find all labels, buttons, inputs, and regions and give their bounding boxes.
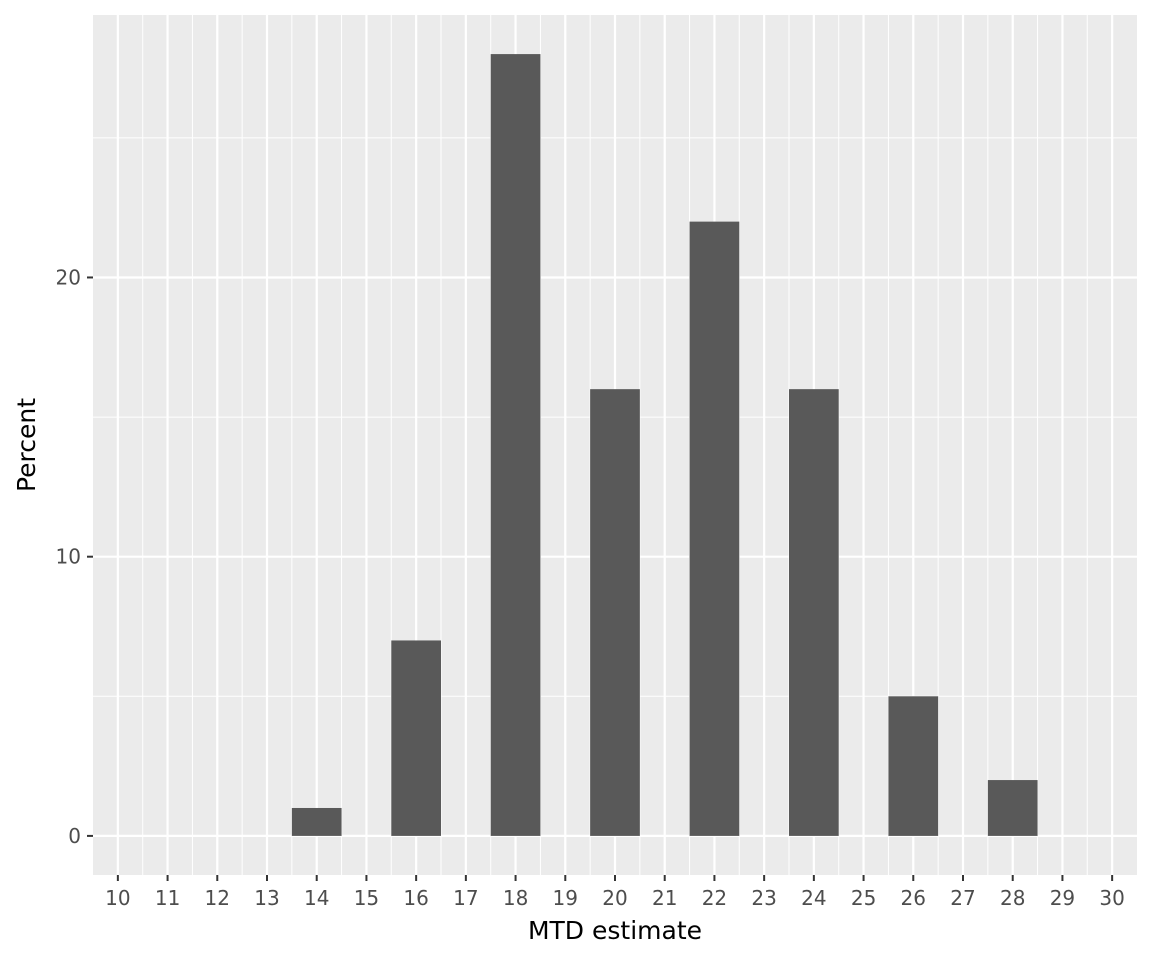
x-tick-label: 10 (105, 886, 130, 910)
x-tick-label: 25 (851, 886, 876, 910)
y-axis: 0 10 20 (56, 265, 93, 848)
y-axis-title: Percent (12, 398, 41, 492)
x-tick-label: 15 (354, 886, 379, 910)
y-tick-label: 0 (68, 824, 81, 848)
x-axis-title: MTD estimate (528, 916, 702, 945)
x-tick-label: 11 (155, 886, 180, 910)
bars (291, 54, 1038, 836)
x-tick-label: 28 (1000, 886, 1025, 910)
bar-24 (789, 389, 839, 836)
bar-14 (291, 807, 342, 836)
bar-16 (391, 640, 441, 836)
x-tick-label: 16 (403, 886, 428, 910)
x-tick-label: 21 (652, 886, 677, 910)
bar-22 (689, 221, 740, 836)
y-tick-label: 20 (56, 265, 81, 289)
bar-18 (490, 54, 541, 836)
x-tick-label: 14 (304, 886, 329, 910)
x-tick-label: 29 (1050, 886, 1075, 910)
x-tick-label: 30 (1099, 886, 1124, 910)
x-tick-label: 26 (901, 886, 926, 910)
x-tick-label: 27 (950, 886, 975, 910)
x-tick-label: 18 (503, 886, 528, 910)
x-tick-label: 20 (602, 886, 627, 910)
x-tick-label: 12 (205, 886, 230, 910)
y-tick-label: 10 (56, 545, 81, 569)
x-tick-label: 24 (801, 886, 826, 910)
x-tick-label: 23 (751, 886, 776, 910)
x-tick-label: 13 (254, 886, 279, 910)
bar-28 (987, 780, 1038, 836)
bar-26 (888, 696, 939, 836)
x-tick-label: 17 (453, 886, 478, 910)
x-tick-label: 22 (702, 886, 727, 910)
bar-20 (590, 389, 640, 836)
x-axis: 10 11 12 13 14 15 16 17 18 19 20 21 22 23 24 25 26 27 28 29… (105, 875, 1125, 910)
x-tick-label: 19 (553, 886, 578, 910)
